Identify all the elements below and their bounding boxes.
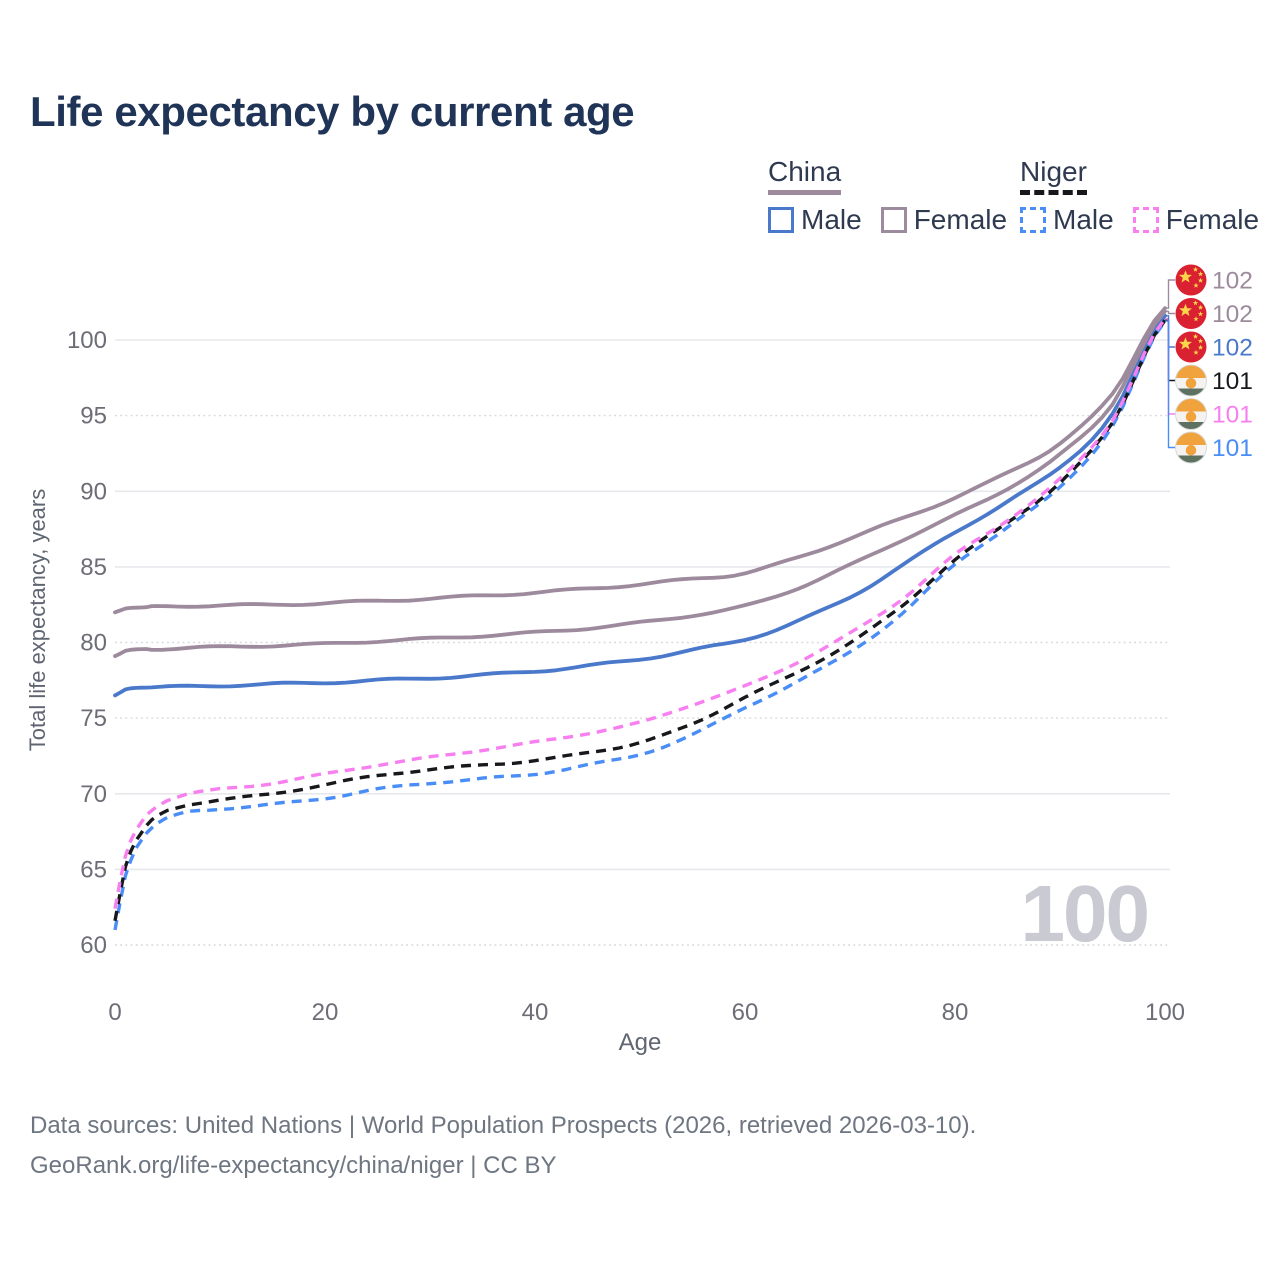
series-line-china-male[interactable]	[113, 313, 1167, 698]
end-value-label-china-male: 102	[1212, 335, 1253, 362]
end-value-label-niger-male: 101	[1212, 435, 1253, 462]
footer-line-1: Data sources: United Nations | World Pop…	[30, 1112, 977, 1139]
end-value-label-niger-both: 101	[1212, 368, 1253, 395]
flag-icon-china	[1175, 264, 1207, 296]
x-tick-label-100: 100	[1145, 999, 1185, 1026]
leader-line-china-both	[1165, 310, 1175, 315]
y-tick-label-90: 90	[80, 478, 107, 505]
end-value-label-niger-female: 101	[1212, 402, 1253, 429]
legend-group-china: China Male Female	[768, 156, 1007, 236]
legend-item-niger-female[interactable]: Female	[1132, 204, 1260, 236]
series-line-niger-male[interactable]	[113, 320, 1167, 931]
leader-line-niger-both	[1165, 319, 1175, 382]
legend-swatch-niger-female	[1132, 207, 1159, 233]
series-line-niger-female[interactable]	[113, 317, 1167, 910]
series-line-china-both[interactable]	[113, 309, 1167, 658]
x-tick-label-40: 40	[522, 999, 549, 1026]
legend-swatch-china-female	[880, 207, 907, 233]
hovered-age-watermark: 100	[1020, 869, 1150, 958]
flag-icon-china	[1175, 331, 1207, 363]
series-line-china-female[interactable]	[113, 306, 1167, 615]
legend-item-label: Male	[801, 204, 862, 235]
flag-icon-niger	[1175, 431, 1207, 464]
flag-icon-niger	[1175, 364, 1207, 397]
x-tick-label-80: 80	[942, 999, 969, 1026]
leader-line-china-female	[1165, 279, 1175, 309]
y-axis-title: Total life expectancy, years	[25, 489, 50, 752]
x-tick-label-0: 0	[108, 999, 121, 1026]
y-tick-label-75: 75	[80, 705, 107, 732]
chart-legend: China Male Female Niger Male Female	[0, 0, 1280, 260]
flag-icon-china	[1175, 298, 1207, 329]
x-tick-label-20: 20	[312, 999, 339, 1026]
legend-item-label: Male	[1053, 204, 1114, 235]
y-tick-label-65: 65	[80, 856, 107, 883]
end-value-label-china-both: 102	[1212, 301, 1253, 328]
page-title: Life expectancy by current age	[30, 88, 635, 135]
legend-item-label: Female	[913, 204, 1008, 235]
legend-country-china[interactable]: China	[768, 156, 1007, 195]
flag-icon-niger	[1175, 398, 1207, 430]
leader-line-niger-female	[1165, 318, 1175, 415]
legend-country-label: Niger	[1020, 156, 1087, 195]
y-tick-label-70: 70	[80, 781, 107, 808]
end-value-label-china-female: 102	[1212, 268, 1253, 295]
legend-item-china-female[interactable]: Female	[880, 204, 1008, 236]
legend-item-china-male[interactable]: Male	[768, 204, 862, 236]
y-tick-label-80: 80	[80, 630, 107, 657]
y-tick-label-60: 60	[80, 932, 107, 959]
legend-item-niger-male[interactable]: Male	[1020, 204, 1114, 236]
footer-line-2: GeoRank.org/life-expectancy/china/niger …	[30, 1152, 557, 1179]
legend-swatch-niger-male	[1020, 207, 1046, 233]
x-axis-title: Age	[619, 1029, 662, 1056]
legend-item-label: Female	[1165, 204, 1260, 235]
y-tick-label-85: 85	[80, 554, 107, 581]
y-tick-label-100: 100	[67, 327, 107, 354]
leader-line-niger-male	[1165, 320, 1175, 449]
x-tick-label-60: 60	[732, 999, 759, 1026]
y-tick-label-95: 95	[80, 403, 107, 430]
data-sources-footer: Data sources: United Nations | World Pop…	[30, 1106, 976, 1186]
series-line-niger-both[interactable]	[113, 319, 1167, 922]
legend-country-niger[interactable]: Niger	[1020, 156, 1259, 195]
legend-country-label: China	[768, 156, 842, 195]
legend-swatch-china-male	[768, 207, 794, 233]
legend-group-niger: Niger Male Female	[1020, 156, 1259, 236]
